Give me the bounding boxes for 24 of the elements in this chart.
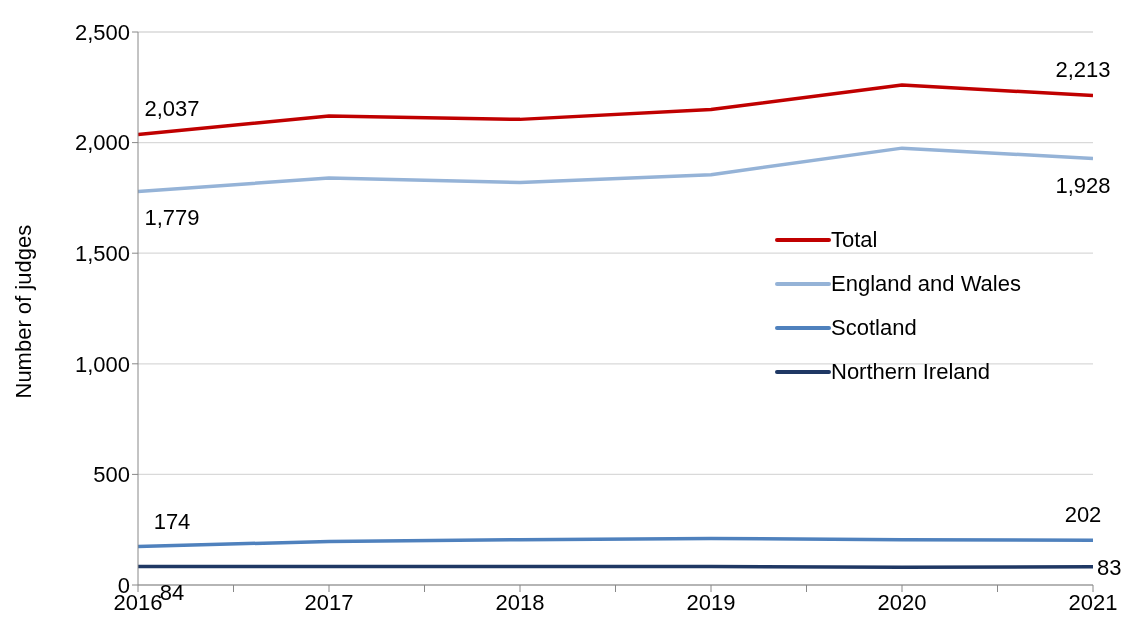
legend-label: Total <box>831 227 878 253</box>
data-label: 2,213 <box>1055 57 1111 83</box>
data-label: 174 <box>153 508 191 534</box>
x-tick-label: 2017 <box>304 589 354 615</box>
line-series <box>138 536 1093 549</box>
data-label: 1,779 <box>144 205 200 231</box>
data-label: 83 <box>1097 554 1122 580</box>
data-label: 1,928 <box>1055 172 1111 198</box>
y-tick-label: 1,000 <box>74 351 130 377</box>
x-tick-label: 2019 <box>686 589 736 615</box>
legend-label: Northern Ireland <box>831 359 990 385</box>
line-series <box>138 83 1093 137</box>
x-tick-label: 2020 <box>877 589 927 615</box>
y-tick-label: 1,500 <box>74 241 130 267</box>
y-tick-label: 2,500 <box>74 19 130 45</box>
legend-label: England and Wales <box>831 271 1021 297</box>
y-tick-label: 2,000 <box>74 130 130 156</box>
y-axis-title: Number of judges <box>10 224 36 399</box>
data-label: 2,037 <box>144 96 200 122</box>
y-tick-label: 500 <box>93 462 130 488</box>
x-tick-label: 2021 <box>1068 589 1118 615</box>
x-tick-label: 2018 <box>495 589 545 615</box>
data-label: 202 <box>1064 502 1102 528</box>
legend-label: Scotland <box>831 315 917 341</box>
